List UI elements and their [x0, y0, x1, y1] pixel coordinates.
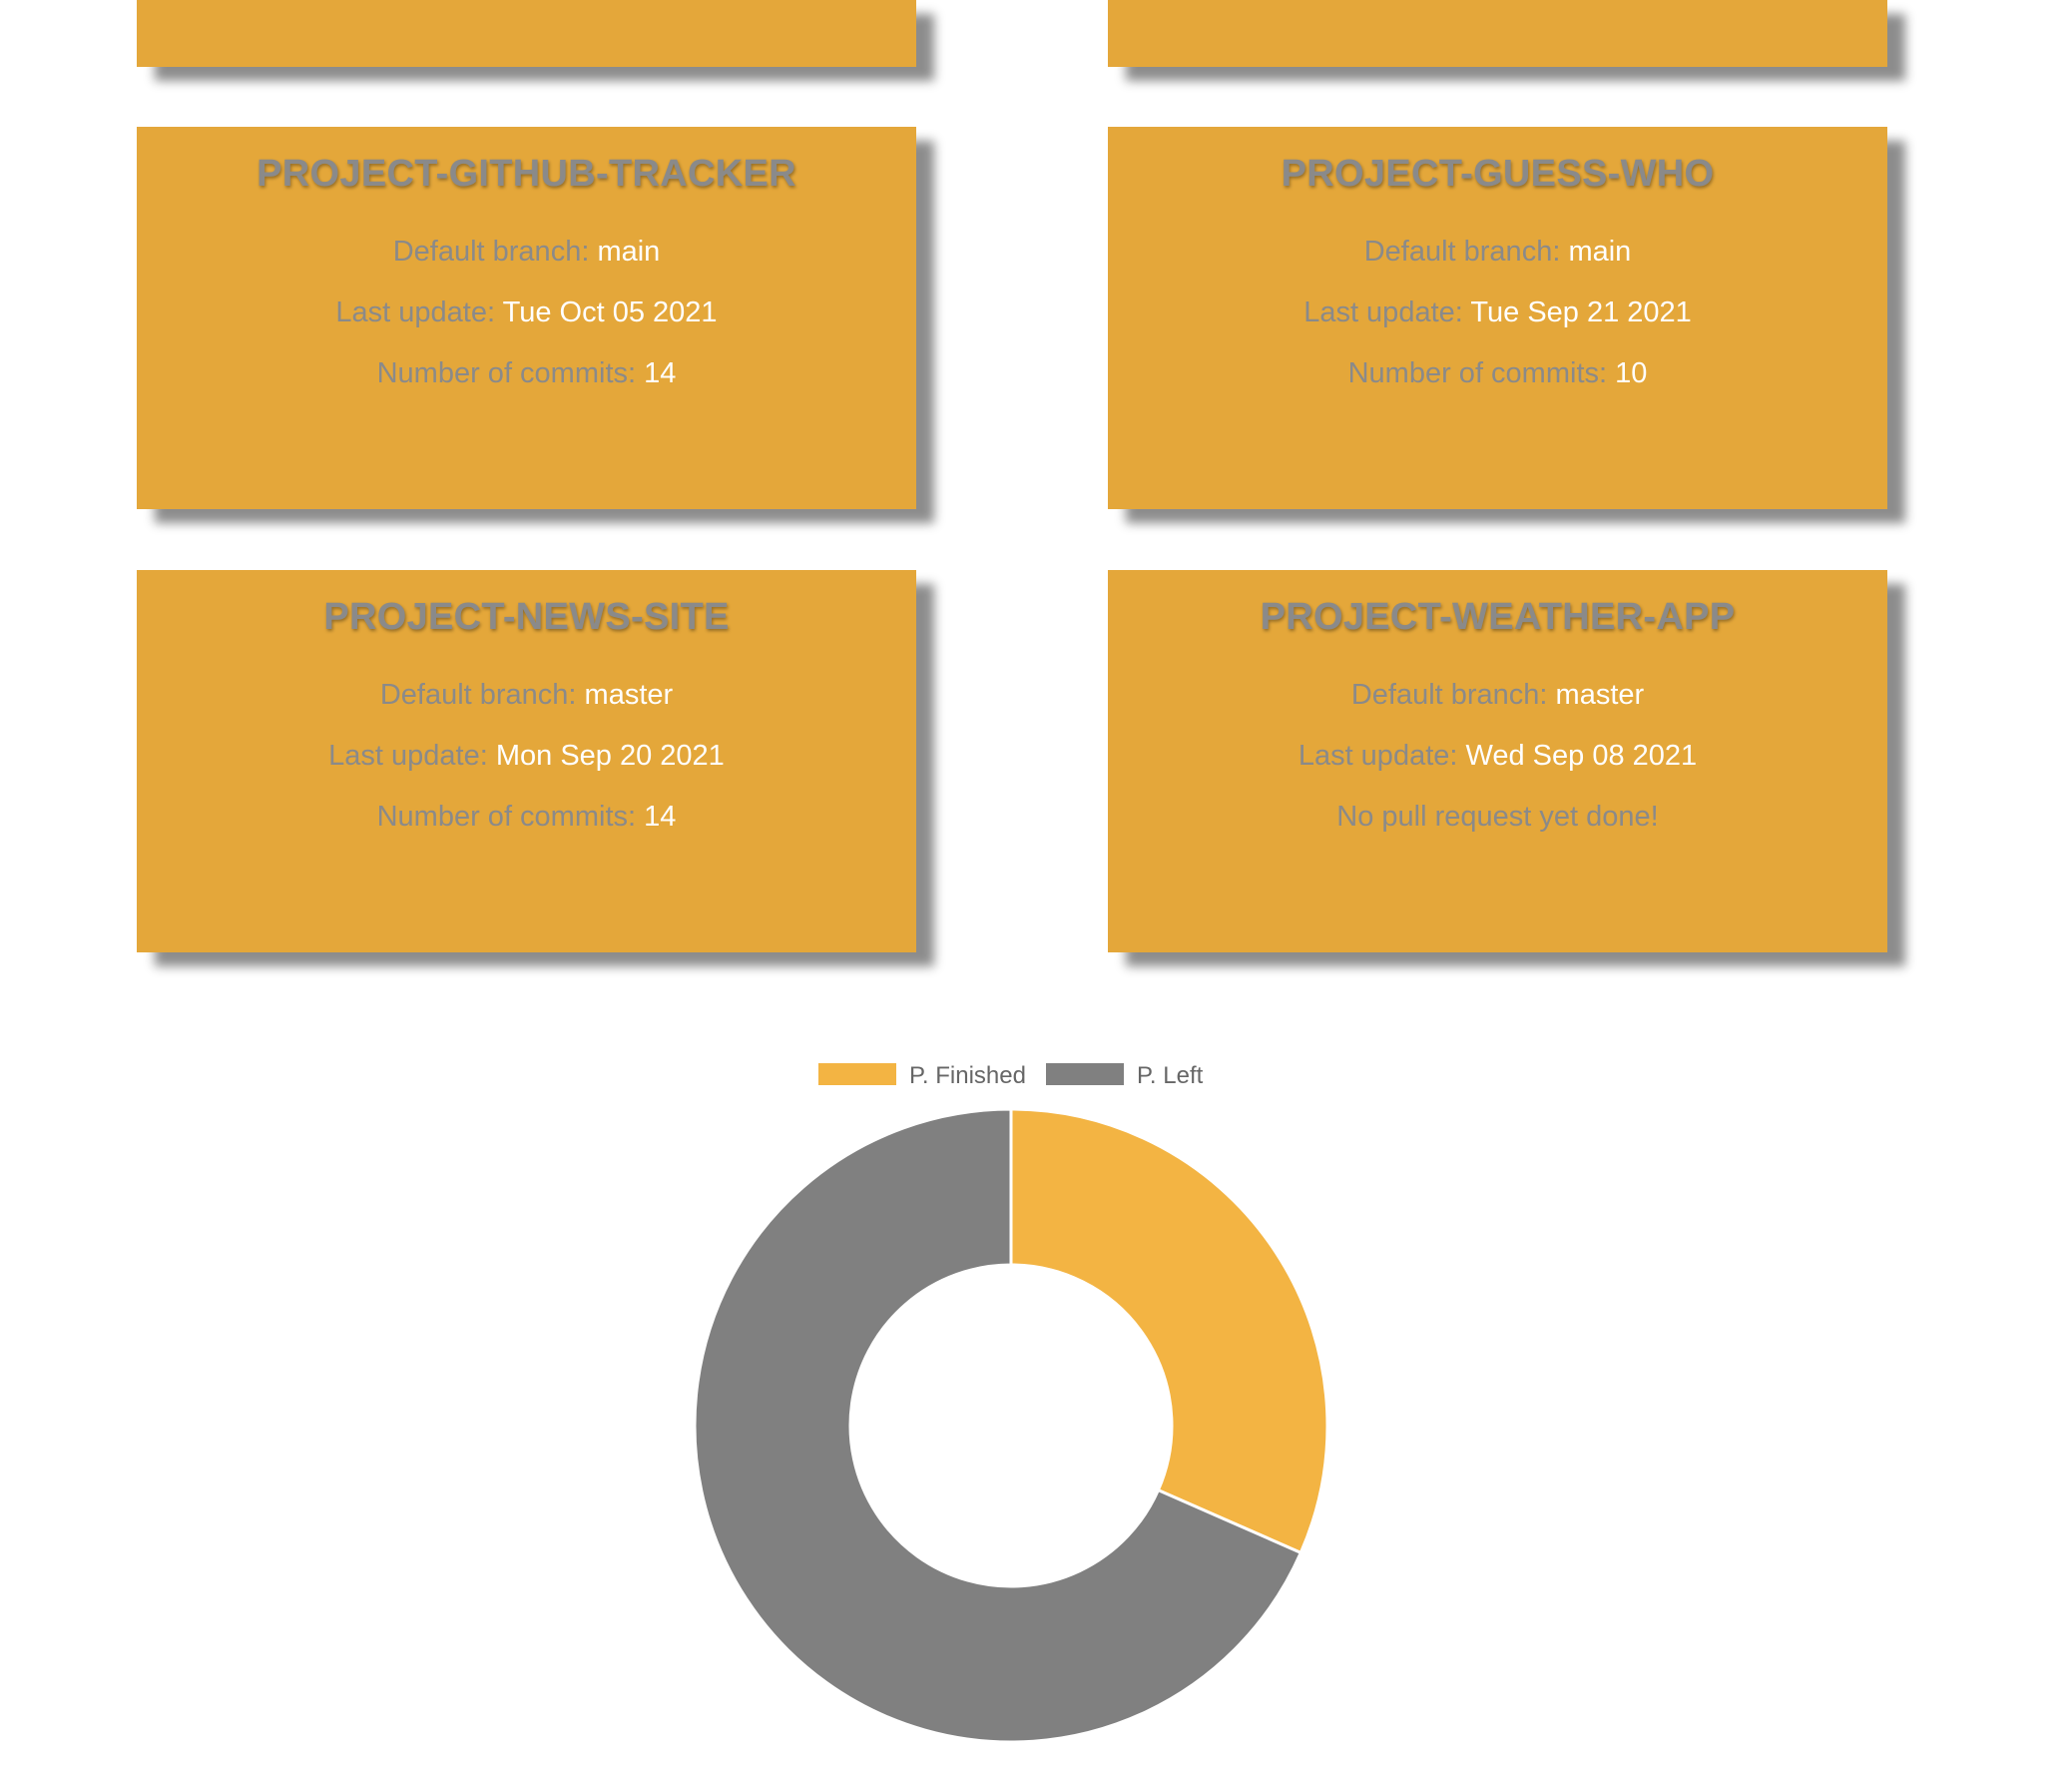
default-branch-line: Default branch: main — [137, 222, 916, 283]
last-update-value: Wed Sep 08 2021 — [1465, 740, 1698, 772]
default-branch-value: master — [584, 679, 674, 711]
default-branch-line: Default branch: master — [137, 665, 916, 726]
last-update-label: Last update: — [1297, 740, 1458, 772]
commits-value: 14 — [644, 357, 677, 389]
last-update-label: Last update: — [1303, 296, 1463, 328]
project-card: PROJECT-GUESS-WHO Default branch: main L… — [1108, 127, 1887, 509]
legend-label-finished[interactable]: P. Finished — [909, 1062, 1026, 1089]
commits-value: 10 — [1615, 357, 1648, 389]
last-update-label: Last update: — [328, 740, 488, 772]
commits-value: 14 — [644, 801, 677, 833]
chart-slices — [693, 1107, 1329, 1744]
last-update-line: Last update: Tue Sep 21 2021 — [1108, 283, 1887, 343]
project-title: PROJECT-GITHUB-TRACKER — [257, 153, 796, 195]
project-title: PROJECT-NEWS-SITE — [323, 596, 730, 638]
default-branch-line: Default branch: main — [1108, 222, 1887, 283]
slice-p-finished[interactable] — [1009, 1107, 1329, 1555]
default-branch-label: Default branch: — [1363, 236, 1561, 268]
projects-doughnut-chart: P. Finished P. Left — [693, 1062, 1329, 1744]
last-update-line: Last update: Mon Sep 20 2021 — [137, 726, 916, 787]
default-branch-label: Default branch: — [1350, 679, 1548, 711]
commits-line: Number of commits: 14 — [137, 787, 916, 848]
default-branch-label: Default branch: — [379, 679, 577, 711]
project-title: PROJECT-GUESS-WHO — [1281, 153, 1715, 195]
legend-swatch-finished[interactable] — [818, 1063, 896, 1085]
project-card: PROJECT-GITHUB-TRACKER Default branch: m… — [137, 127, 916, 509]
project-card-partial-right — [1108, 0, 1887, 67]
last-update-line: Last update: Tue Oct 05 2021 — [137, 283, 916, 343]
project-title: PROJECT-WEATHER-APP — [1260, 596, 1736, 638]
last-update-value: Tue Oct 05 2021 — [502, 296, 718, 328]
last-update-line: Last update: Wed Sep 08 2021 — [1108, 726, 1887, 787]
slice-p-left[interactable] — [693, 1107, 1303, 1744]
commits-label: Number of commits: — [376, 801, 637, 833]
legend-swatch-left[interactable] — [1046, 1063, 1124, 1085]
default-branch-line: Default branch: master — [1108, 665, 1887, 726]
default-branch-label: Default branch: — [392, 236, 590, 268]
commits-line: Number of commits: 10 — [1108, 343, 1887, 404]
project-card: PROJECT-NEWS-SITE Default branch: master… — [137, 570, 916, 952]
commits-line: Number of commits: 14 — [137, 343, 916, 404]
last-update-value: Mon Sep 20 2021 — [495, 740, 725, 772]
no-pull-request-text: No pull request yet done! — [1336, 801, 1659, 833]
chart-legend: P. Finished P. Left — [818, 1062, 1204, 1089]
commits-label: Number of commits: — [1347, 357, 1608, 389]
default-branch-value: master — [1555, 679, 1645, 711]
commits-label: Number of commits: — [376, 357, 637, 389]
project-card-partial-left — [137, 0, 916, 67]
project-card: PROJECT-WEATHER-APP Default branch: mast… — [1108, 570, 1887, 952]
last-update-value: Tue Sep 21 2021 — [1470, 296, 1692, 328]
no-pull-request-line: No pull request yet done! — [1108, 787, 1887, 848]
last-update-label: Last update: — [335, 296, 496, 328]
legend-label-left[interactable]: P. Left — [1137, 1062, 1204, 1089]
default-branch-value: main — [1568, 236, 1632, 268]
default-branch-value: main — [597, 236, 661, 268]
